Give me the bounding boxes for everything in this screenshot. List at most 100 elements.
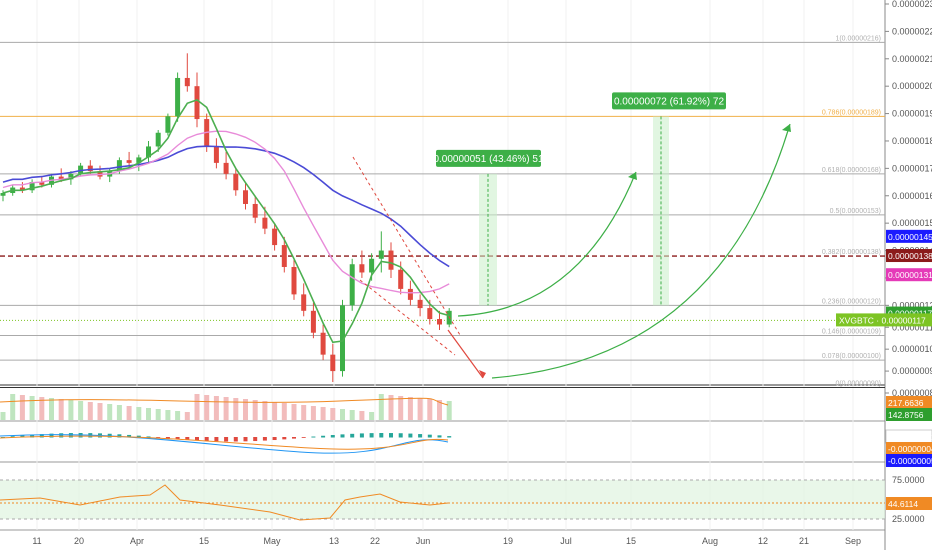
volume-bar <box>301 405 307 420</box>
volume-bar <box>58 399 64 420</box>
macd-histogram-bar <box>165 437 170 439</box>
volume-bar <box>407 397 413 420</box>
volume-bar <box>10 394 16 420</box>
date-tick-label: 12 <box>758 536 768 546</box>
candle-body <box>407 288 413 300</box>
volume-bar <box>97 403 103 420</box>
fib-level-label: 0.786(0.00000189) <box>822 109 881 116</box>
price-tick-label: 0.00000210 <box>892 54 932 64</box>
volume-bar <box>427 399 433 420</box>
macd-histogram-bar <box>311 436 316 438</box>
candle-body <box>320 332 326 355</box>
projection-arrow-1 <box>457 171 637 317</box>
macd-histogram-bar <box>262 437 267 441</box>
volume-tag-label: 142.8756 <box>888 410 924 420</box>
volume-bar <box>378 394 384 420</box>
volume-bar <box>78 401 84 420</box>
candle-body <box>417 299 423 309</box>
down-arrow-line <box>447 329 484 379</box>
macd-histogram-bar <box>243 437 248 442</box>
price-tick-label: 0.00000096 <box>892 366 932 376</box>
ma-slow-line <box>2 145 450 268</box>
volume-bar <box>165 410 171 420</box>
macd-line <box>0 434 449 454</box>
macd-histogram-bar <box>1 437 5 438</box>
price-tag <box>886 229 932 243</box>
volume-bar <box>49 398 54 420</box>
candle-body <box>223 162 229 174</box>
macd-tag-label: -0.00000005 <box>888 456 932 466</box>
candle-body <box>184 77 190 87</box>
date-tick-label: 20 <box>74 536 84 546</box>
volume-bar <box>243 399 248 420</box>
candle-body <box>359 264 365 273</box>
candle-body <box>213 146 219 163</box>
rsi-band <box>0 480 885 519</box>
volume-tag <box>886 396 932 409</box>
macd-histogram-bar <box>447 436 452 438</box>
volume-bar <box>126 406 132 420</box>
fib-level-label: 0.382(0.00000138) <box>822 249 881 256</box>
date-tick-label: 15 <box>626 536 636 546</box>
macd-histogram-bar <box>214 437 219 442</box>
projection-arrow-1-head <box>628 172 637 180</box>
date-tick-label: Apr <box>130 536 144 546</box>
macd-histogram-bar <box>30 434 35 438</box>
price-tick-label: 0.00000150 <box>892 218 932 228</box>
candle-body <box>330 354 336 372</box>
candle-body <box>378 250 384 259</box>
candle-body <box>194 86 200 120</box>
macd-histogram-bar <box>224 437 229 442</box>
candle-body <box>233 173 239 191</box>
projection-arrow-2 <box>491 123 791 379</box>
volume-bar <box>281 403 287 420</box>
volume-bar <box>417 398 423 420</box>
price-tick-label: 0.00000120 <box>892 300 932 310</box>
price-tick-label: 0.00000220 <box>892 26 932 36</box>
rsi-tick-label: 25.0000 <box>892 514 925 524</box>
macd-histogram-bar <box>408 433 413 438</box>
volume-tag-label: 217.6636 <box>888 398 924 408</box>
macd-histogram-bar <box>136 435 141 438</box>
price-tick-label: 0.00000230 <box>892 0 932 9</box>
macd-tag <box>886 442 932 455</box>
volume-bar <box>320 407 326 420</box>
price-tick-label: 0.00000180 <box>892 136 932 146</box>
macd-histogram-bar <box>68 433 73 438</box>
date-tick-label: 21 <box>799 536 809 546</box>
macd-histogram-bar <box>330 435 335 438</box>
volume-bar <box>116 405 122 420</box>
wedge-lower-line <box>359 279 456 356</box>
candle-body <box>291 266 297 295</box>
price-tick-label: 0.00000112 <box>892 322 932 332</box>
fib-level-label: 0.078(0.00000100) <box>822 353 881 360</box>
macd-histogram-bar <box>418 434 423 438</box>
volume-bar <box>388 395 394 420</box>
date-tick-label: Jun <box>416 536 431 546</box>
macd-histogram-bar <box>321 435 326 438</box>
macd-tag-label: -0.00000001 <box>888 432 932 442</box>
volume-bar <box>252 400 258 420</box>
volume-bar <box>0 412 6 420</box>
volume-bar <box>136 407 142 420</box>
fib-level-label: 0(0.00000090) <box>835 381 881 388</box>
candle-body <box>97 171 103 177</box>
price-tag <box>886 249 932 263</box>
fib-level-label: 0.146(0.00000109) <box>822 328 881 335</box>
candle-body <box>349 264 355 306</box>
volume-bar <box>262 401 268 420</box>
candle-body <box>29 182 35 191</box>
candle-body <box>19 187 25 191</box>
date-tick-label: May <box>263 536 281 546</box>
date-tick-label: 15 <box>199 536 209 546</box>
volume-bar <box>146 408 151 420</box>
symbol-tag-label: XVGBTC · 0.00000117 <box>839 315 926 325</box>
macd-histogram-bar <box>175 437 180 440</box>
candle-body <box>427 308 433 320</box>
macd-histogram-bar <box>20 435 25 438</box>
fib-level-label: 0.618(0.00000168) <box>822 167 881 174</box>
volume-bar <box>184 412 190 420</box>
macd-histogram-bar <box>282 437 287 440</box>
macd-histogram-bar <box>39 434 44 438</box>
